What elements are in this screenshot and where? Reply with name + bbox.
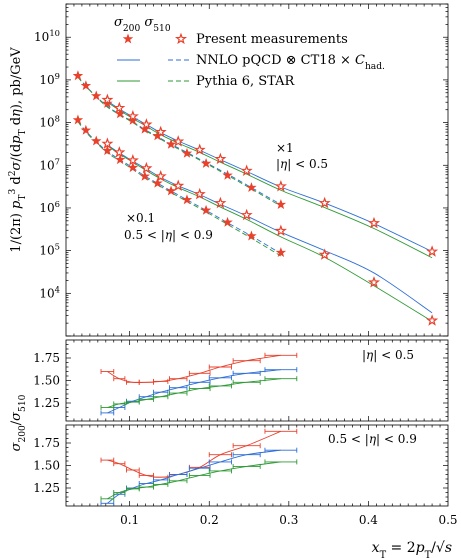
ratio-panel-central: 1.25 1.50 1.75 |η| < 0.5 xyxy=(33,339,449,422)
data-point xyxy=(152,177,163,188)
legend: σ200 σ510 Present measurements NNLO pQCD ⊗… xyxy=(114,15,385,89)
data-point xyxy=(72,114,84,125)
data-point xyxy=(140,118,153,130)
data-point xyxy=(114,154,126,165)
data-point xyxy=(318,248,331,260)
annotation-eta: 0.5 < |η| < 0.9 xyxy=(124,228,213,242)
annotation-eta: |η| < 0.5 xyxy=(276,157,328,171)
data-point xyxy=(91,90,102,101)
data-point xyxy=(240,208,253,221)
ratio-curve xyxy=(107,378,281,408)
data-point xyxy=(126,109,139,122)
annotation-scale: ×0.1 xyxy=(126,211,155,225)
data-point xyxy=(80,80,92,91)
y-tick-label: 1.25 xyxy=(33,396,60,410)
data-point xyxy=(222,216,233,227)
data-point xyxy=(193,187,206,200)
data-point xyxy=(246,230,257,241)
ratio-annotation: |η| < 0.5 xyxy=(362,348,414,362)
data-point xyxy=(91,135,102,146)
legend-label: Present measurements xyxy=(196,32,348,47)
data-point xyxy=(274,224,287,237)
data-point xyxy=(246,182,257,193)
data-point xyxy=(222,169,233,180)
data-point xyxy=(426,314,439,326)
x-tick-label: 0.2 xyxy=(200,513,219,527)
data-point xyxy=(101,93,114,106)
x-tick-label: 0.1 xyxy=(120,513,139,527)
y-tick-label: 107 xyxy=(39,156,60,172)
data-point xyxy=(214,196,227,209)
legend-label: Pythia 6, STAR xyxy=(196,74,296,89)
shared-x-axis: 0.1 0.2 0.3 0.4 0.5 xT = 2pT/√s xyxy=(120,513,457,558)
data-point xyxy=(172,135,185,147)
y-tick-label: 106 xyxy=(39,199,60,215)
data-point xyxy=(318,196,331,209)
ratio-annotation: 0.5 < |η| < 0.9 xyxy=(328,432,417,446)
data-point xyxy=(127,162,139,173)
y-tick-label: 1010 xyxy=(34,28,60,44)
y-tick-label: 104 xyxy=(39,284,60,300)
ratio-curve xyxy=(107,369,281,414)
y-tick-label: 109 xyxy=(39,71,60,87)
data-point xyxy=(126,154,139,166)
data-point xyxy=(274,180,287,192)
data-point xyxy=(154,169,167,182)
legend-marker-filled xyxy=(122,33,134,44)
data-point xyxy=(200,158,212,168)
data-point xyxy=(140,161,153,174)
data-point xyxy=(240,164,253,176)
ratio-y-axis-label: σ200/σ510 xyxy=(9,394,28,451)
annotation-scale: ×1 xyxy=(276,141,294,155)
data-point xyxy=(113,146,126,158)
x-tick-label: 0.5 xyxy=(438,513,457,527)
legend-header: σ200 σ510 xyxy=(114,15,171,34)
data-point xyxy=(275,247,287,258)
ratio-panel-forward: 1.25 1.50 1.75 0.5 < |η| < 0.9 xyxy=(33,424,449,507)
data-point xyxy=(165,138,177,149)
legend-label: NNLO pQCD ⊗ CT18 × Chad. xyxy=(196,53,385,72)
data-point xyxy=(154,125,167,138)
y-tick-label: 1.25 xyxy=(33,481,60,495)
data-point xyxy=(102,145,113,156)
data-point xyxy=(181,147,193,158)
data-point xyxy=(139,170,150,181)
x-tick-label: 0.4 xyxy=(359,513,378,527)
data-point xyxy=(214,152,227,165)
data-point xyxy=(113,101,126,114)
data-point xyxy=(181,194,193,205)
main-y-axis-label: 1/(2π) pT3 d2σ/(dpT dη), pb/GeV xyxy=(8,47,28,253)
data-point xyxy=(80,124,92,135)
data-point xyxy=(101,137,114,149)
y-tick-label: 105 xyxy=(39,242,60,258)
y-tick-label: 1.50 xyxy=(33,459,60,473)
y-tick-label: 108 xyxy=(39,114,60,130)
legend-marker-open xyxy=(174,32,188,45)
data-point xyxy=(200,204,212,215)
ratio-curve xyxy=(107,354,281,384)
y-tick-label: 1.75 xyxy=(33,351,60,365)
data-point xyxy=(72,70,84,81)
data-point xyxy=(367,216,381,229)
data-point xyxy=(275,199,287,209)
data-point xyxy=(165,185,177,196)
data-point xyxy=(367,276,381,288)
y-tick-label: 1.50 xyxy=(33,374,60,388)
y-axis-labels: 1/(2π) pT3 d2σ/(dpT dη), pb/GeV σ200/σ510 xyxy=(8,47,28,452)
data-point xyxy=(426,245,439,257)
y-tick-label: 1.75 xyxy=(33,436,60,450)
x-axis-label: xT = 2pT/√s xyxy=(372,540,452,558)
data-point xyxy=(193,143,206,155)
data-point xyxy=(102,98,113,108)
main-panel: 104 105 106 107 108 109 1010 σ200 σ510 Present m… xyxy=(34,3,449,337)
data-point xyxy=(172,179,185,191)
x-tick-label: 0.3 xyxy=(279,513,298,527)
